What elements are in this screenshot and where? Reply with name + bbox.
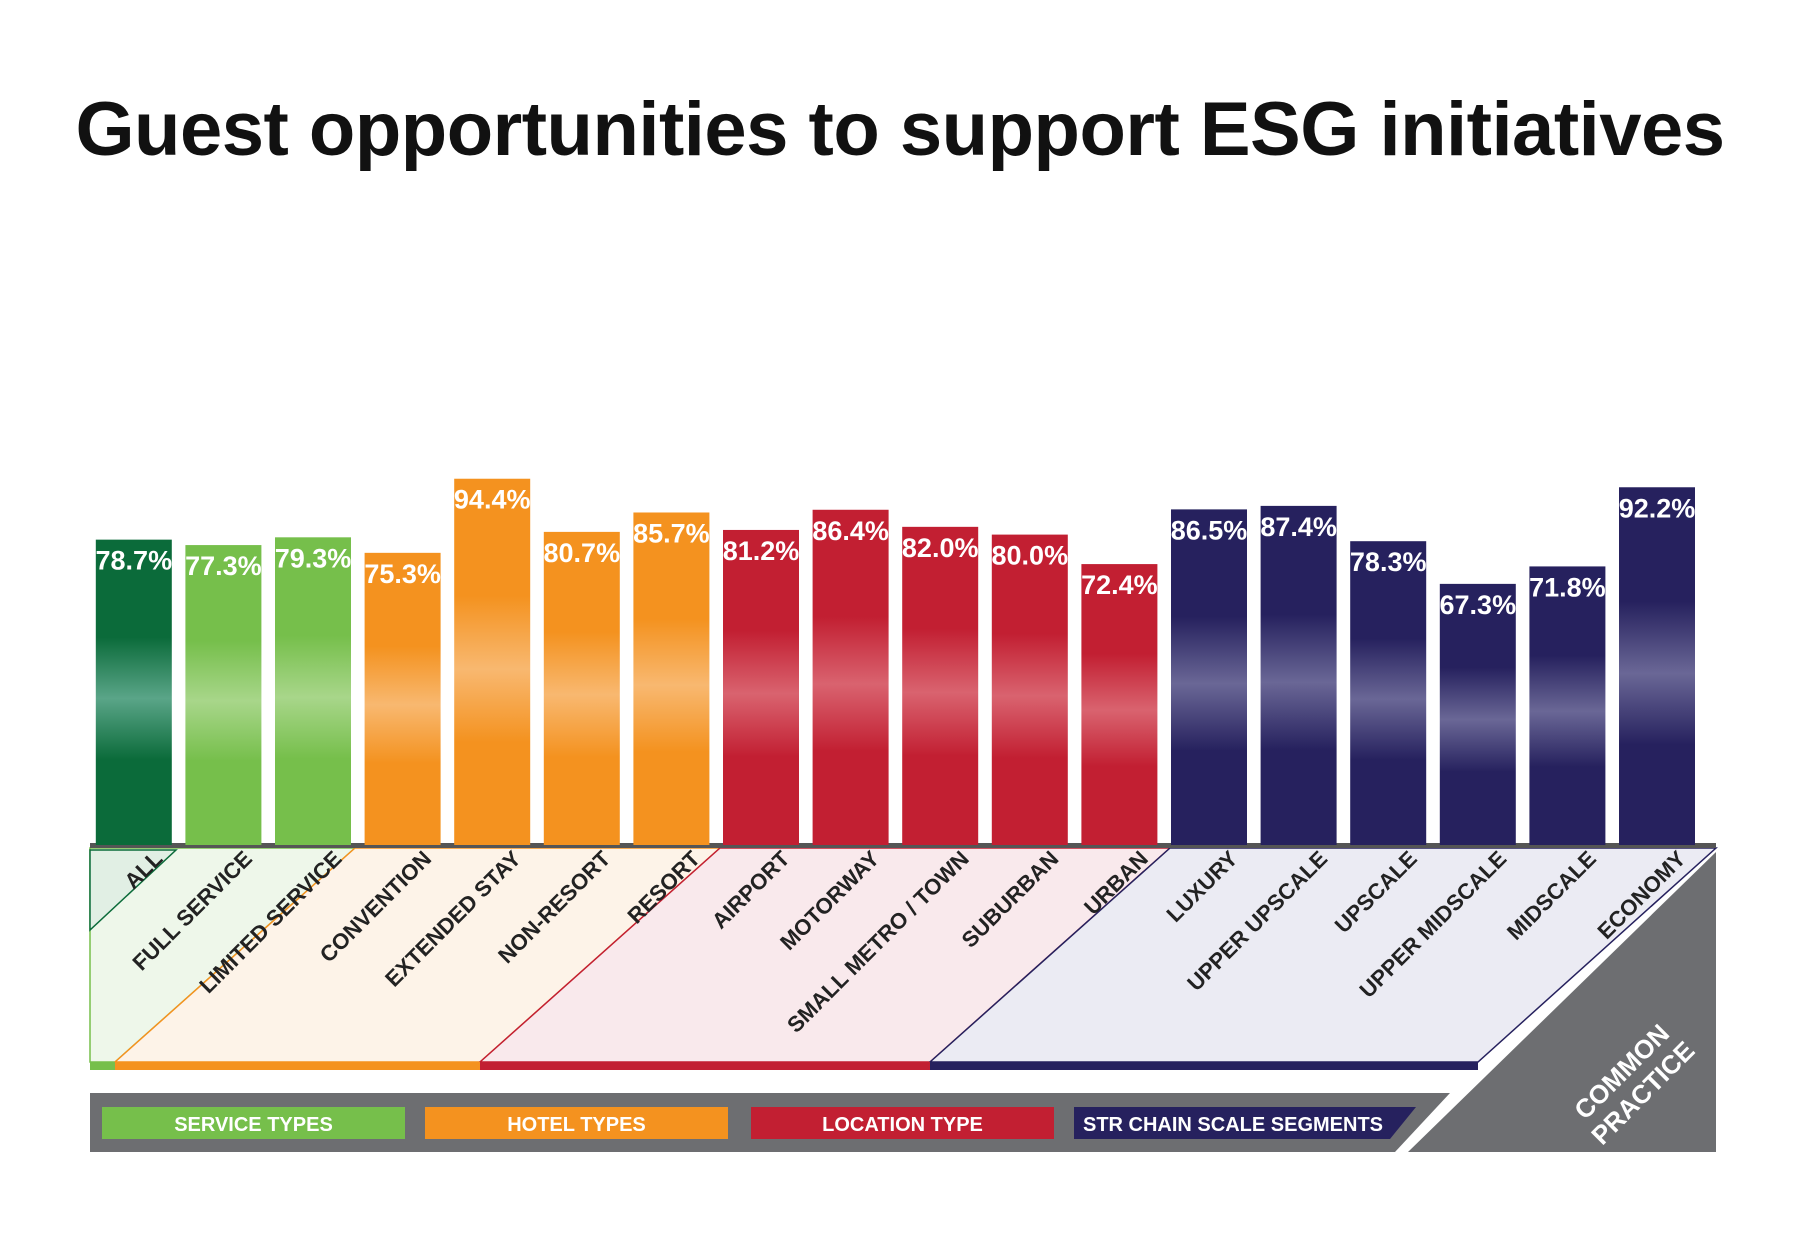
legend-label: SERVICE TYPES [174,1114,333,1136]
value-labels: 78.7% 77.3% 79.3% 75.3% 94.4% 80.7% 85.7% 81.2%… [96,485,1696,620]
value-label: 81.2% [723,536,800,566]
strip-chain [930,1062,1478,1070]
bar [1081,564,1158,845]
bar [275,537,351,845]
legend-label: LOCATION TYPE [822,1114,983,1136]
value-label: 79.3% [275,543,352,573]
bar [723,529,799,845]
value-label: 78.7% [96,546,173,576]
value-label: 86.4% [812,516,889,546]
value-label: 78.3% [1350,547,1427,577]
value-label: 75.3% [364,559,441,589]
bar [902,526,979,845]
legend-swatch-location [751,1107,1054,1139]
bar [364,552,441,845]
strip-location [480,1062,930,1070]
common-practice-triangle [1408,852,1716,1152]
bar [812,509,889,845]
value-label: 94.4% [454,485,531,515]
bar [1529,566,1606,845]
bar [1619,487,1695,845]
bar [1439,583,1516,845]
bar [1260,505,1337,845]
bar [1350,541,1427,845]
value-label: 85.7% [633,518,710,548]
value-label: 67.3% [1440,590,1517,620]
strip-service [90,1062,115,1070]
value-label: 86.5% [1171,515,1248,545]
common-practice-badge: COMMONPRACTICE [1408,852,1716,1152]
bar [454,478,531,845]
value-label: 87.4% [1260,512,1337,542]
value-label: 80.0% [992,541,1069,571]
value-label: 72.4% [1081,570,1158,600]
bars [95,478,1695,845]
category-bands [89,843,1718,1070]
bar [633,512,710,845]
value-label: 71.8% [1529,572,1606,602]
legend: SERVICE TYPES HOTEL TYPES LOCATION TYPE STR… [90,1093,1450,1152]
bar [1171,509,1247,845]
value-label: 92.2% [1619,493,1696,523]
value-label: 82.0% [902,533,979,563]
legend-swatch-hotel [425,1107,728,1139]
bar [185,545,262,845]
legend-swatch-chain [1074,1107,1416,1139]
legend-label: HOTEL TYPES [507,1114,646,1136]
value-label: 80.7% [544,538,621,568]
baseline [90,843,1716,848]
bar [95,539,172,845]
band-all [89,849,178,932]
chart-title: Guest opportunities to support ESG initi… [75,87,1725,172]
value-label: 77.3% [185,551,262,581]
bar [543,531,620,845]
legend-swatch-service [102,1107,405,1139]
legend-label: STR CHAIN SCALE SEGMENTS [1083,1114,1383,1136]
bar [991,534,1068,845]
strip-hotel [115,1062,480,1070]
